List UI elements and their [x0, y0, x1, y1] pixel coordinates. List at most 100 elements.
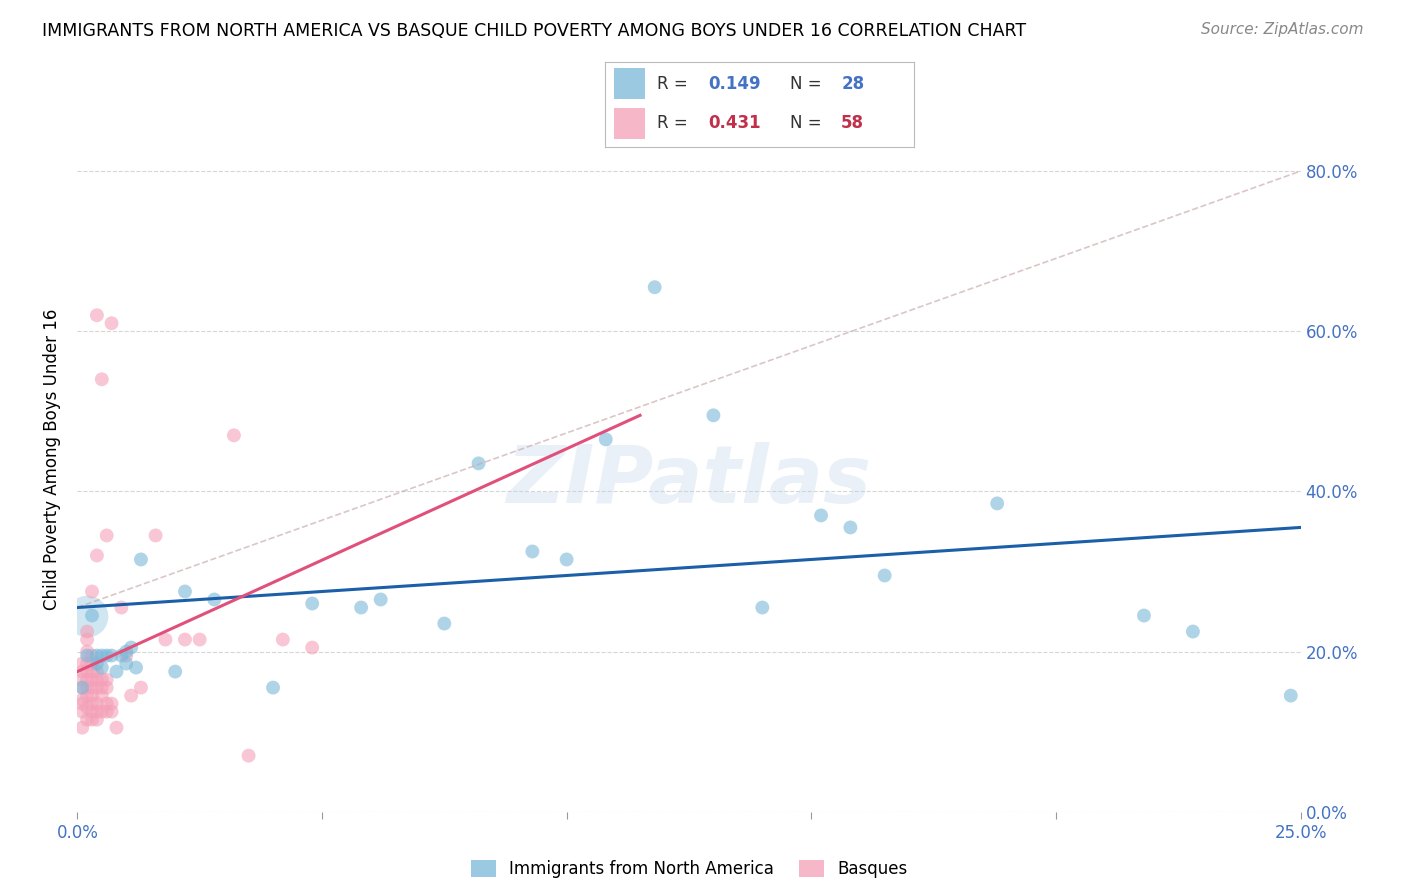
Point: [115, 648, 138, 663]
Point: [301, 640, 323, 655]
Point: [70, 681, 93, 695]
Point: [76, 689, 98, 703]
Point: [86, 673, 108, 687]
Point: [76, 713, 98, 727]
Point: [522, 544, 544, 558]
Point: [129, 681, 152, 695]
Point: [86, 657, 108, 671]
Point: [70, 673, 93, 687]
Point: [76, 657, 98, 671]
Point: [105, 665, 128, 679]
Point: [76, 608, 98, 623]
Point: [155, 632, 177, 647]
Point: [76, 624, 98, 639]
Text: R =: R =: [657, 114, 693, 132]
Point: [70, 721, 93, 735]
Point: [873, 568, 896, 582]
Point: [90, 705, 112, 719]
Point: [90, 673, 112, 687]
Point: [301, 597, 323, 611]
Point: [86, 549, 108, 563]
Point: [80, 608, 103, 623]
Text: N =: N =: [790, 75, 827, 93]
Point: [86, 697, 108, 711]
Point: [120, 640, 142, 655]
Point: [125, 660, 148, 674]
Legend: Immigrants from North America, Basques: Immigrants from North America, Basques: [464, 853, 914, 885]
Point: [120, 689, 142, 703]
Point: [86, 713, 108, 727]
Point: [96, 648, 118, 663]
Point: [96, 681, 118, 695]
Text: IMMIGRANTS FROM NORTH AMERICA VS BASQUE CHILD POVERTY AMONG BOYS UNDER 16 CORREL: IMMIGRANTS FROM NORTH AMERICA VS BASQUE …: [42, 22, 1026, 40]
Point: [86, 665, 108, 679]
Point: [810, 508, 832, 523]
Point: [1133, 608, 1156, 623]
Point: [86, 648, 108, 663]
Point: [100, 705, 122, 719]
Point: [433, 616, 456, 631]
Point: [80, 705, 103, 719]
Point: [76, 665, 98, 679]
Point: [80, 648, 103, 663]
Y-axis label: Child Poverty Among Boys Under 16: Child Poverty Among Boys Under 16: [44, 309, 62, 610]
Point: [1181, 624, 1204, 639]
Point: [115, 644, 138, 658]
Point: [105, 721, 128, 735]
Point: [110, 648, 132, 663]
Point: [110, 600, 132, 615]
Point: [86, 681, 108, 695]
Point: [70, 692, 93, 706]
Point: [702, 409, 724, 423]
Point: [70, 697, 93, 711]
Point: [76, 673, 98, 687]
Point: [238, 748, 260, 763]
Point: [76, 700, 98, 714]
Point: [70, 657, 93, 671]
Point: [165, 665, 187, 679]
Point: [595, 433, 617, 447]
Point: [90, 660, 112, 674]
Point: [70, 665, 93, 679]
Point: [145, 528, 167, 542]
Text: ZIPatlas: ZIPatlas: [506, 442, 872, 519]
Point: [90, 689, 112, 703]
Point: [986, 496, 1008, 510]
Point: [80, 697, 103, 711]
Point: [115, 657, 138, 671]
Point: [271, 632, 294, 647]
Text: 58: 58: [841, 114, 865, 132]
Point: [1279, 689, 1302, 703]
Point: [80, 673, 103, 687]
Point: [174, 632, 197, 647]
Point: [76, 644, 98, 658]
Text: 28: 28: [841, 75, 865, 93]
Point: [222, 428, 245, 442]
Bar: [614, 108, 645, 139]
Point: [129, 552, 152, 566]
Point: [96, 528, 118, 542]
Point: [100, 316, 122, 330]
Text: 0.149: 0.149: [709, 75, 761, 93]
Point: [90, 681, 112, 695]
Point: [90, 372, 112, 386]
Text: R =: R =: [657, 75, 693, 93]
Point: [555, 552, 578, 566]
Text: 0.431: 0.431: [709, 114, 761, 132]
Point: [76, 648, 98, 663]
Point: [80, 689, 103, 703]
Point: [751, 600, 773, 615]
Point: [644, 280, 666, 294]
Point: [86, 705, 108, 719]
Point: [90, 648, 112, 663]
Point: [70, 681, 93, 695]
Point: [100, 648, 122, 663]
Point: [80, 665, 103, 679]
Point: [188, 632, 211, 647]
Point: [467, 456, 489, 470]
Point: [839, 520, 862, 534]
Text: Source: ZipAtlas.com: Source: ZipAtlas.com: [1201, 22, 1364, 37]
Text: N =: N =: [790, 114, 827, 132]
Point: [80, 713, 103, 727]
Point: [80, 584, 103, 599]
